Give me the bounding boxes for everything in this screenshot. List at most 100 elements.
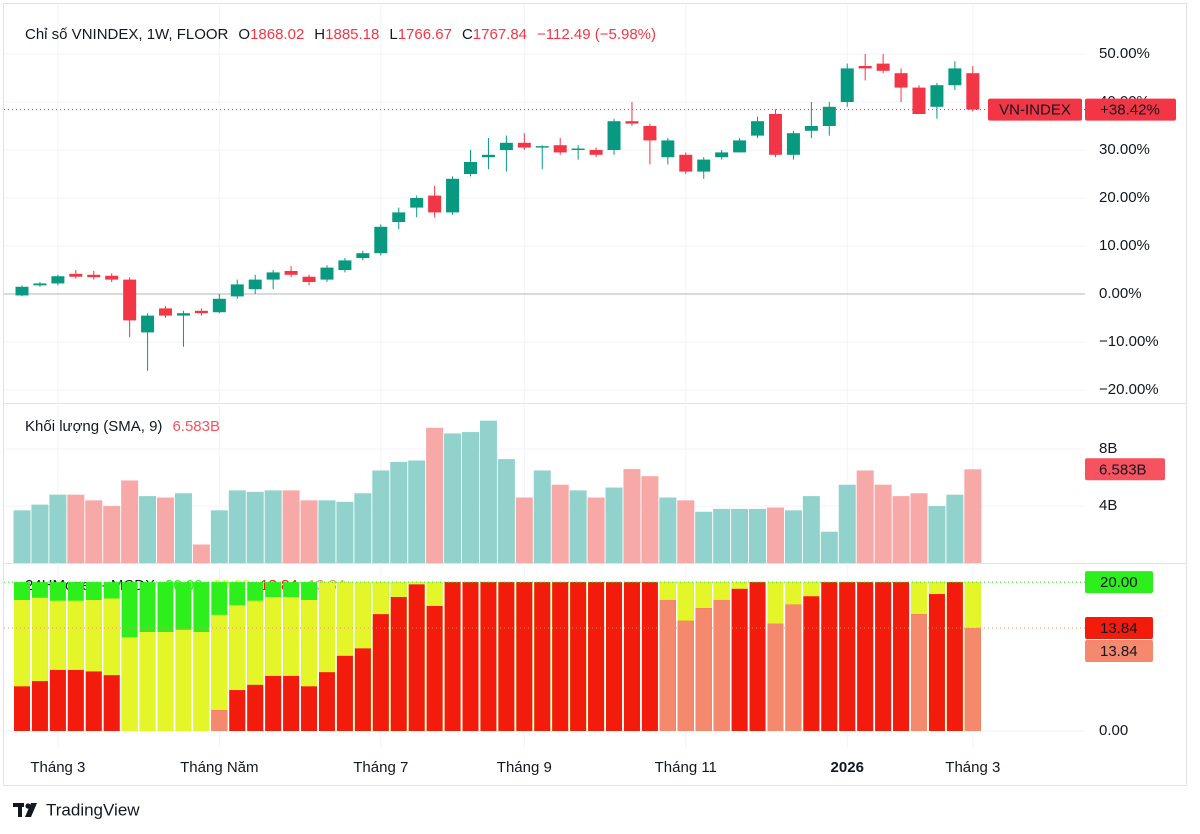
bar (264, 490, 282, 563)
bar (534, 582, 551, 731)
candle-body (410, 198, 424, 208)
bar (14, 686, 30, 731)
bar (301, 686, 318, 731)
bar (641, 476, 659, 563)
bar (533, 470, 551, 563)
bar (157, 497, 175, 563)
bar (946, 582, 963, 731)
bar (318, 500, 336, 563)
bar (749, 582, 766, 731)
x-tick-label: Tháng 9 (497, 759, 552, 776)
bar (31, 681, 48, 731)
candle-body (338, 260, 352, 270)
candle-body (87, 274, 101, 278)
price-tag (1085, 98, 1176, 121)
bar (839, 582, 856, 731)
bar (354, 648, 371, 731)
candle-body (284, 270, 298, 275)
candle-body (356, 253, 370, 258)
bar (911, 614, 927, 731)
change-value: −112.49 (−5.98%) (537, 26, 656, 43)
bar (731, 588, 748, 731)
bar (462, 432, 479, 563)
bar (246, 491, 264, 563)
bar (211, 614, 228, 731)
bar (103, 675, 120, 731)
bar (821, 582, 838, 731)
ohlc-label: O (238, 26, 250, 43)
bar (623, 469, 641, 563)
x-tick-label: 2026 (831, 759, 864, 776)
candle-body (840, 68, 854, 102)
ohlc-label: L (389, 26, 397, 43)
bar (964, 627, 981, 731)
candle-body (141, 315, 155, 333)
bar (229, 690, 246, 731)
candle-body (194, 310, 208, 314)
bar (85, 671, 102, 731)
bar (731, 508, 749, 563)
bar (928, 506, 946, 563)
candle-body (553, 145, 567, 153)
bar (569, 490, 587, 563)
bar (605, 487, 623, 563)
candle-body (733, 140, 747, 153)
x-tick-label: Tháng Năm (180, 759, 258, 776)
bar (247, 684, 264, 731)
bar (785, 604, 802, 731)
bar (623, 582, 640, 731)
bar (211, 710, 228, 731)
candle-body (661, 140, 675, 158)
bar (85, 500, 103, 563)
bar (479, 420, 497, 563)
x-tick-label: Tháng 3 (30, 759, 85, 776)
bar (192, 544, 210, 563)
bar (67, 494, 85, 563)
bar (282, 490, 300, 563)
bar (390, 597, 407, 731)
ohlc-value: 1766.67 (398, 26, 452, 43)
bar (13, 510, 31, 563)
y-tick-label: −10.00% (1099, 333, 1159, 350)
candle-body (212, 298, 226, 313)
bar (31, 504, 49, 563)
ohlc-label: C (462, 26, 473, 43)
value-tag (1085, 458, 1165, 481)
bar (803, 596, 820, 731)
candle-body (499, 142, 513, 150)
bar (210, 510, 228, 563)
y-tick-label: 20.00% (1099, 189, 1150, 206)
value-tag-text: 20.00 (1100, 574, 1138, 591)
y-tick-label: 0.00% (1099, 285, 1142, 302)
candle-body (428, 195, 442, 213)
price-tag-text: +38.42% (1100, 102, 1160, 119)
value-tag (1085, 639, 1153, 662)
bar (820, 531, 838, 563)
candle-body (697, 159, 711, 172)
bar (838, 484, 856, 563)
brand-name: TradingView (46, 800, 140, 819)
bar (444, 433, 462, 563)
bar (283, 675, 300, 731)
candle-body (589, 150, 603, 155)
candle-body (751, 121, 765, 136)
bar (875, 582, 892, 731)
bar (641, 582, 658, 731)
x-tick-label: Tháng 11 (655, 759, 717, 776)
bar (480, 582, 497, 731)
candle-body (105, 275, 119, 280)
bar (552, 582, 569, 731)
brand-logo (13, 803, 37, 817)
candle-body (464, 162, 477, 174)
bar (444, 582, 461, 731)
bar (516, 582, 533, 731)
candle-body (571, 148, 585, 150)
y-tick-label: 0.00 (1099, 722, 1128, 739)
bar (390, 461, 408, 563)
candle-body (159, 308, 173, 316)
bar (139, 631, 156, 731)
value-tag (1085, 571, 1153, 594)
bar (606, 582, 623, 731)
bar (893, 582, 910, 731)
bar (749, 508, 767, 563)
